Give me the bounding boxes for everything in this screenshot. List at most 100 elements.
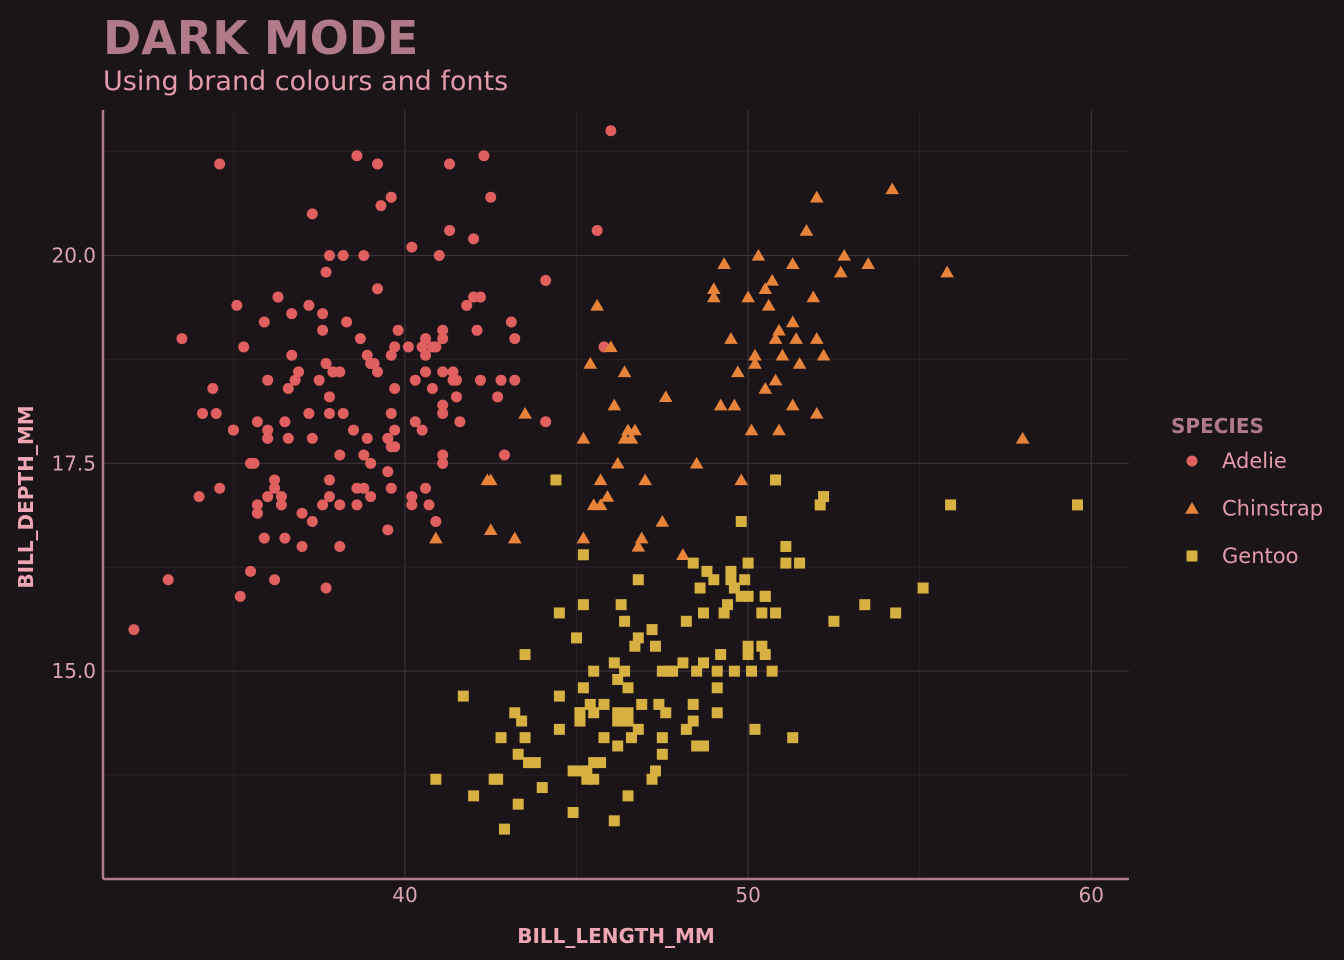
data-point-chinstrap (775, 348, 790, 361)
data-point-adelie (207, 383, 219, 395)
data-point-chinstrap (809, 406, 824, 419)
data-point-gentoo (698, 607, 710, 619)
data-point-gentoo (492, 773, 504, 785)
data-point-gentoo (584, 698, 596, 710)
data-point-adelie (262, 424, 274, 436)
data-point-adelie (251, 416, 263, 428)
data-point-adelie (385, 191, 397, 203)
data-point-adelie (269, 574, 281, 586)
data-point-adelie (296, 507, 308, 519)
data-point-gentoo (687, 698, 699, 710)
data-point-adelie (245, 565, 257, 577)
data-point-gentoo (649, 640, 661, 652)
data-point-adelie (269, 474, 281, 486)
data-point-gentoo (567, 806, 579, 818)
data-point-adelie (492, 391, 504, 403)
data-point-adelie (128, 624, 140, 636)
data-point-adelie (251, 507, 263, 519)
data-point-adelie (282, 383, 294, 395)
data-point-gentoo (725, 565, 737, 577)
data-point-gentoo (649, 765, 661, 777)
data-point-adelie (320, 358, 332, 370)
data-point-chinstrap (676, 548, 690, 560)
data-point-adelie (323, 249, 335, 261)
legend-label: Adelie (1222, 449, 1287, 473)
data-point-adelie (238, 341, 250, 353)
data-point-adelie (450, 374, 462, 386)
data-point-adelie (210, 407, 222, 419)
data-point-gentoo (522, 757, 534, 769)
data-point-gentoo (529, 757, 541, 769)
data-point-chinstrap (806, 290, 821, 303)
data-point-chinstrap (655, 515, 670, 527)
data-point-chinstrap (734, 473, 749, 486)
data-point-adelie (372, 366, 384, 378)
data-point-gentoo (818, 491, 830, 503)
data-point-adelie (447, 366, 459, 378)
data-point-chinstrap (617, 365, 632, 378)
data-point-gentoo (660, 707, 672, 719)
data-point-gentoo (612, 715, 624, 727)
data-point-adelie (323, 391, 335, 403)
data-point-gentoo (553, 723, 565, 735)
data-point-adelie (313, 374, 325, 386)
legend-title: SPECIES (1171, 414, 1264, 438)
data-point-chinstrap (593, 473, 608, 486)
data-point-adelie (382, 466, 394, 478)
data-point-adelie (468, 233, 480, 245)
data-point-gentoo (512, 748, 524, 760)
data-point-adelie (306, 208, 318, 220)
data-point-adelie (416, 341, 428, 353)
data-point-gentoo (917, 582, 929, 594)
data-point-adelie (193, 491, 205, 503)
x-tick-label: 50 (735, 883, 760, 907)
data-point-adelie (437, 324, 449, 336)
data-point-adelie (306, 516, 318, 528)
data-point-adelie (337, 407, 349, 419)
data-point-adelie (389, 341, 401, 353)
data-point-adelie (474, 374, 486, 386)
data-point-adelie (258, 532, 270, 544)
data-point-gentoo (711, 682, 723, 694)
data-point-adelie (385, 349, 397, 361)
data-point-adelie (437, 399, 449, 411)
data-point-chinstrap (483, 473, 498, 486)
data-point-adelie (303, 299, 315, 311)
data-point-gentoo (622, 682, 634, 694)
data-point-chinstrap (833, 265, 848, 278)
data-point-chinstrap (658, 390, 673, 403)
data-point-adelie (361, 349, 373, 361)
data-point-gentoo (622, 707, 634, 719)
data-point-chinstrap (724, 332, 738, 344)
data-point-gentoo (608, 657, 620, 669)
data-point-gentoo (598, 698, 610, 710)
data-point-adelie (289, 374, 301, 386)
data-point-adelie (444, 225, 456, 237)
data-point-gentoo (759, 649, 771, 661)
data-point-chinstrap (717, 257, 731, 269)
data-point-adelie (420, 349, 432, 361)
data-point-gentoo (728, 665, 740, 677)
data-point-gentoo (735, 516, 747, 528)
data-point-adelie (334, 449, 346, 461)
data-point-adelie (406, 491, 418, 503)
data-point-adelie (251, 499, 263, 511)
legend-item-chinstrap: Chinstrap (1185, 497, 1323, 521)
y-axis-label: BILL_DEPTH_MM (14, 405, 38, 588)
data-point-gentoo (608, 815, 620, 827)
data-point-gentoo (691, 740, 703, 752)
data-point-gentoo (632, 574, 644, 586)
data-point-chinstrap (751, 248, 766, 261)
data-point-adelie (214, 158, 226, 170)
data-point-chinstrap (785, 315, 800, 328)
data-point-chinstrap (741, 290, 755, 303)
data-point-chinstrap (727, 398, 742, 411)
data-point-gentoo (598, 732, 610, 744)
data-point-adelie (437, 366, 449, 378)
legend-marker (1186, 455, 1198, 467)
data-point-adelie (279, 532, 291, 544)
data-point-gentoo (577, 765, 589, 777)
data-point-gentoo (715, 649, 727, 661)
